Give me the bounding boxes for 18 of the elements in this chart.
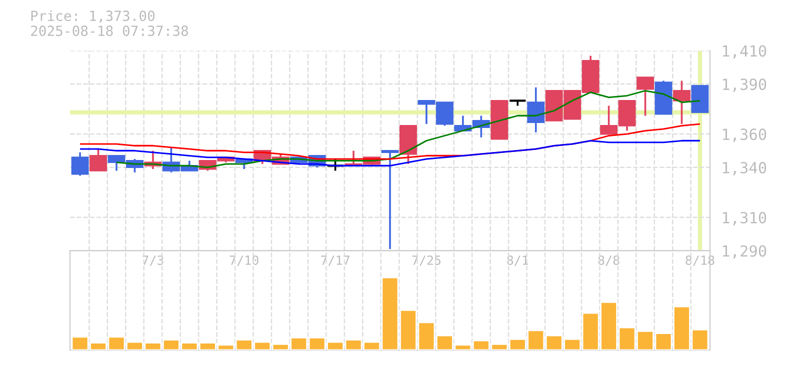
line-series (79, 140, 701, 166)
y-tick-label: 1,360 (722, 128, 766, 142)
candlestick (527, 86, 545, 134)
x-tick-label: 7/17 (321, 256, 350, 266)
y-tick-label: 1,340 (722, 162, 766, 176)
y-tick-label: 1,290 (722, 245, 766, 259)
candlestick (71, 151, 89, 177)
x-tick-label: 7/10 (230, 255, 258, 266)
candlestick (381, 150, 399, 250)
y-tick-label: 1,390 (722, 78, 766, 92)
chart-title: Price: 1,373.00 (31, 10, 155, 23)
candlestick (90, 148, 107, 172)
y-tick-label: 1,410 (722, 45, 766, 59)
x-tick-label: 7/25 (412, 255, 441, 266)
candlestick (636, 76, 654, 117)
candlestick (673, 80, 690, 125)
y-tick-label: 1,310 (722, 212, 766, 226)
chart-subtitle: 2025-08-18 07:37:38 (31, 26, 188, 36)
